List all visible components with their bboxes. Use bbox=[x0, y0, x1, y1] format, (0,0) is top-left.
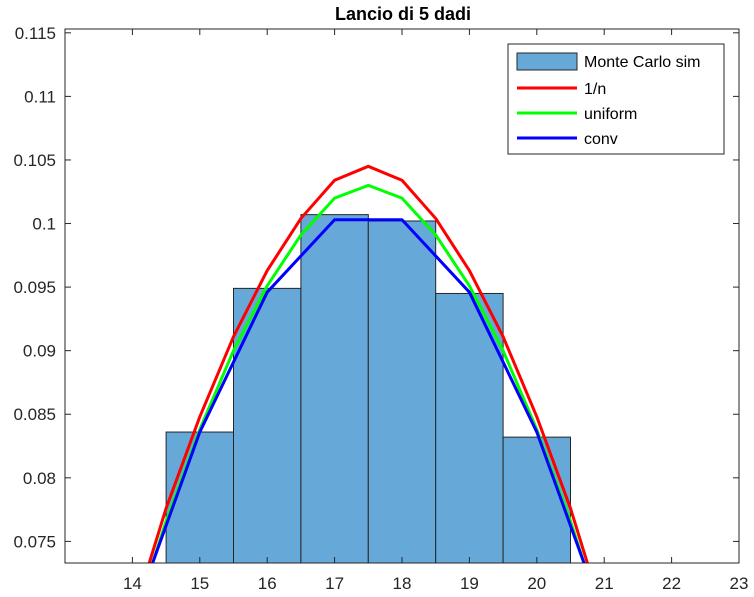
series-line-1-n bbox=[147, 164, 589, 563]
histogram-bars bbox=[165, 214, 572, 563]
y-axis: 0.075 0.08 0.085 0.09 0.095 0.1 0.105 0.11 0.115 bbox=[13, 24, 739, 551]
y-tick-label: 0.105 bbox=[13, 151, 56, 170]
legend-label-conv: conv bbox=[584, 131, 618, 148]
x-tick-label: 21 bbox=[595, 574, 614, 593]
x-tick-label: 15 bbox=[190, 574, 209, 593]
y-tick-label: 0.08 bbox=[23, 469, 56, 488]
legend-label-uniform: uniform bbox=[584, 106, 637, 123]
series-line-conv bbox=[151, 218, 586, 563]
y-tick-label: 0.095 bbox=[13, 278, 56, 297]
x-tick-label: 17 bbox=[325, 574, 344, 593]
chart-title: Lancio di 5 dadi bbox=[335, 4, 471, 24]
series-lines bbox=[147, 164, 589, 563]
y-tick-label: 0.115 bbox=[15, 24, 56, 43]
y-tick-label: 0.09 bbox=[23, 342, 56, 361]
legend-label-1-n: 1/n bbox=[584, 81, 606, 98]
histogram-bar bbox=[300, 214, 369, 563]
histogram-bar bbox=[367, 220, 437, 563]
y-tick-label: 0.1 bbox=[32, 215, 56, 234]
y-tick-label: 0.075 bbox=[13, 532, 56, 551]
x-tick-label: 19 bbox=[460, 574, 479, 593]
x-tick-label: 23 bbox=[730, 574, 749, 593]
x-tick-label: 14 bbox=[123, 574, 142, 593]
legend-swatch-monte-carlo-sim bbox=[516, 52, 578, 71]
x-tick-label: 18 bbox=[393, 574, 412, 593]
x-tick-label: 16 bbox=[258, 574, 277, 593]
x-tick-label: 22 bbox=[662, 574, 681, 593]
y-tick-label: 0.085 bbox=[13, 405, 56, 424]
series-line-uniform bbox=[151, 183, 586, 563]
x-tick-label: 20 bbox=[527, 574, 546, 593]
legend-label-monte-carlo-sim: Monte Carlo sim bbox=[584, 54, 700, 71]
y-tick-label: 0.11 bbox=[24, 87, 56, 106]
legend: Monte Carlo sim 1/n uniform conv bbox=[507, 43, 725, 155]
histogram-bar bbox=[502, 436, 572, 563]
x-axis: 14 15 16 17 18 19 20 21 22 23 bbox=[123, 29, 749, 593]
